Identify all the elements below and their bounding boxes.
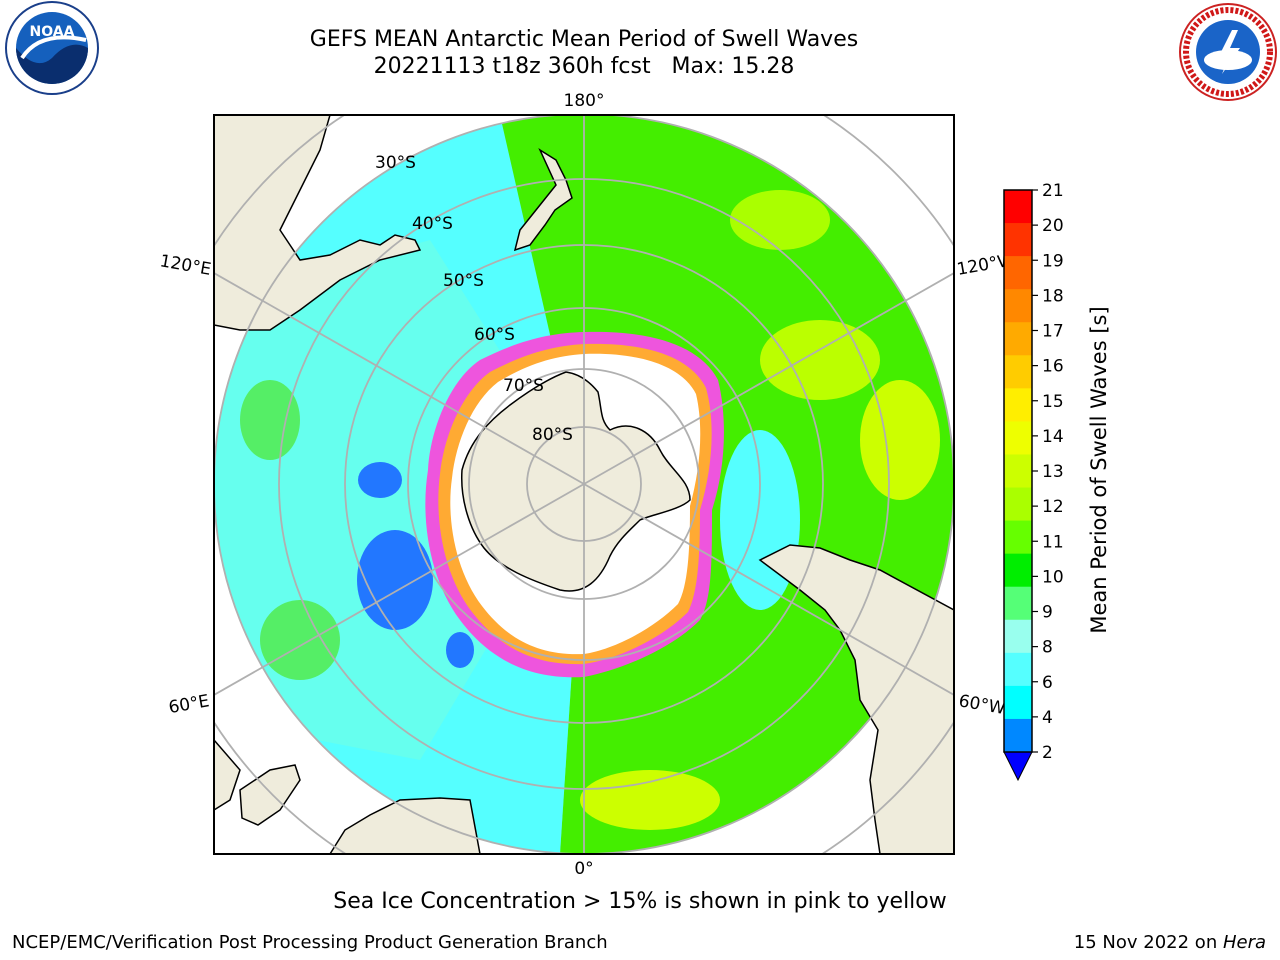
- colorbar-band: [1004, 454, 1032, 489]
- colorbar-tick-label: 6: [1042, 673, 1053, 693]
- chart-subtitle: 20221113 t18z 360h fcst Max: 15.28: [373, 54, 795, 79]
- lon-label-120e: 120°E: [158, 251, 212, 280]
- sea-ice-note: Sea Ice Concentration > 15% is shown in …: [333, 889, 947, 914]
- colorbar-tick-label: 13: [1042, 462, 1064, 482]
- colorbar-band: [1004, 685, 1032, 720]
- map-frame: [213, 114, 955, 855]
- colorbar-band: [1004, 487, 1032, 522]
- colorbar-tick-label: 19: [1042, 251, 1064, 271]
- colorbar-tick-label: 10: [1042, 567, 1064, 587]
- lat-label-50s: 50°S: [443, 271, 484, 291]
- colorbar-band: [1004, 190, 1032, 224]
- colorbar-tick-label: 20: [1042, 216, 1064, 236]
- lon-label-60w: 60°W: [957, 691, 1007, 719]
- footer-branch: NCEP/EMC/Verification Post Processing Pr…: [12, 932, 608, 953]
- colorbar-band: [1004, 553, 1032, 588]
- colorbar-band: [1004, 256, 1032, 290]
- colorbar-tick-label: 16: [1042, 357, 1064, 377]
- noaa-logo-text: NOAA: [30, 24, 75, 40]
- lat-label-80s: 80°S: [532, 425, 573, 445]
- colorbar-tick-label: 11: [1042, 532, 1064, 552]
- lon-label-60e: 60°E: [167, 691, 211, 718]
- antarctica: [461, 371, 691, 592]
- colorbar-tick-label: 12: [1042, 497, 1064, 517]
- colorbar-band: [1004, 619, 1032, 654]
- lat-label-30s: 30°S: [375, 153, 416, 173]
- colorbar-tick-label: 2: [1042, 743, 1053, 763]
- colorbar-tick-label: 17: [1042, 322, 1064, 342]
- colorbar-band: [1004, 421, 1032, 455]
- lat-label-60s: 60°S: [474, 325, 515, 345]
- colorbar-tick-label: 14: [1042, 427, 1064, 447]
- colorbar-band: [1004, 322, 1032, 356]
- colorbar-band: [1004, 223, 1032, 257]
- colorbar-band: [1004, 520, 1032, 555]
- colorbar-band: [1004, 586, 1032, 621]
- colorbar-tick-label: 8: [1042, 638, 1053, 658]
- colorbar-band: [1004, 388, 1032, 422]
- colorbar-tick-label: 9: [1042, 603, 1053, 623]
- footer-host: Hera: [1222, 932, 1266, 953]
- colorbar-tick-label: 21: [1042, 181, 1064, 201]
- nws-logo: [1179, 3, 1277, 101]
- noaa-logo: NOAA: [5, 1, 99, 95]
- lon-label-180: 180°: [564, 91, 605, 111]
- colorbar-label: Mean Period of Swell Waves [s]: [1087, 306, 1111, 633]
- land-masses: [214, 115, 954, 854]
- colorbar-band: [1004, 289, 1032, 323]
- footer-date-text: 15 Nov 2022 on: [1073, 932, 1223, 953]
- colorbar-tick-label: 18: [1042, 286, 1064, 306]
- lon-label-0: 0°: [574, 859, 593, 879]
- colorbar-extend-triangle: [1003, 751, 1033, 782]
- colorbar: 21 20 19 18 17 16 15 14 13 12 11 10 9 8 6 4 2: [1003, 181, 1064, 782]
- footer-date: 15 Nov 2022 on Hera: [1074, 932, 1266, 953]
- lat-label-70s: 70°S: [503, 376, 544, 396]
- colorbar-tick-label: 4: [1042, 708, 1053, 728]
- colorbar-band: [1004, 718, 1032, 753]
- lat-label-40s: 40°S: [412, 214, 453, 234]
- colorbar-tick-label: 15: [1042, 392, 1064, 412]
- colorbar-band: [1004, 652, 1032, 687]
- colorbar-band: [1004, 355, 1032, 389]
- chart-title: GEFS MEAN Antarctic Mean Period of Swell…: [309, 27, 859, 52]
